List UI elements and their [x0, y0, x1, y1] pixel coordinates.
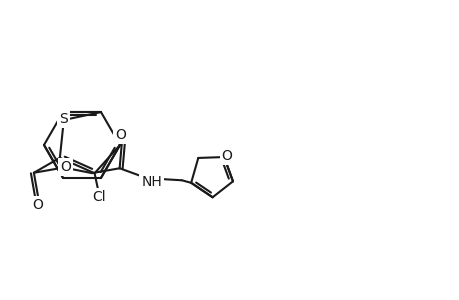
Text: Cl: Cl [92, 190, 106, 204]
Text: S: S [59, 112, 68, 126]
Text: O: O [221, 149, 232, 163]
Text: NH: NH [141, 175, 162, 189]
Text: O: O [115, 128, 126, 142]
Text: O: O [60, 160, 71, 174]
Text: O: O [32, 198, 43, 212]
